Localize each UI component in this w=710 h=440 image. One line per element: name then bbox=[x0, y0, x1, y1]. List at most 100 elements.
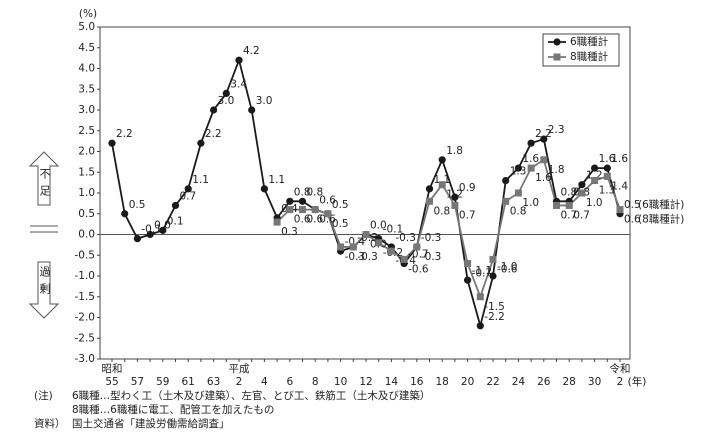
value-label: 1.2 bbox=[586, 170, 603, 182]
value-label: 1.8 bbox=[548, 164, 565, 176]
point bbox=[337, 243, 345, 251]
legend-label: 8職種計 bbox=[570, 50, 609, 63]
point bbox=[591, 177, 599, 185]
y-tick-label: -2.5 bbox=[75, 332, 96, 344]
x-tick-label: 57 bbox=[131, 376, 144, 388]
era-label: 令和 bbox=[610, 362, 631, 375]
value-label: 1.0 bbox=[522, 197, 539, 209]
point bbox=[553, 201, 560, 209]
x-tick-label: 24 bbox=[512, 376, 526, 388]
side-label: 過剰 bbox=[38, 266, 51, 300]
value-label: 1.6 bbox=[611, 153, 628, 165]
point bbox=[184, 185, 192, 193]
point bbox=[375, 239, 383, 247]
value-label: 0.6 bbox=[307, 214, 324, 226]
value-label: -1.0 bbox=[497, 261, 518, 273]
value-label: 0.8 bbox=[294, 186, 311, 198]
value-label: 1.1 bbox=[192, 174, 209, 186]
point bbox=[603, 172, 611, 180]
point bbox=[527, 164, 535, 172]
x-tick-label: 2 bbox=[236, 376, 243, 388]
value-label: 2.2 bbox=[205, 128, 222, 140]
point bbox=[425, 185, 434, 193]
x-tick-label: 10 bbox=[334, 376, 347, 388]
value-label: 1.2 bbox=[446, 189, 463, 201]
value-label: 0.0 bbox=[154, 220, 171, 232]
point bbox=[349, 243, 357, 251]
value-label: 0.8 bbox=[307, 186, 324, 198]
value-label: -0.3 bbox=[345, 251, 366, 263]
x-tick-label: 61 bbox=[182, 376, 195, 388]
point bbox=[121, 210, 129, 218]
x-tick-label: 59 bbox=[156, 376, 169, 388]
point bbox=[159, 226, 167, 234]
side-label: 不足 bbox=[38, 168, 51, 202]
point bbox=[108, 139, 116, 147]
point bbox=[248, 106, 256, 114]
value-label: 1.6 bbox=[599, 153, 616, 165]
y-tick-label: 2.0 bbox=[78, 146, 95, 158]
point bbox=[324, 210, 332, 218]
value-label: 3.4 bbox=[230, 78, 247, 90]
value-label: 1.6 bbox=[522, 153, 539, 165]
y-tick-label: 4.0 bbox=[78, 63, 95, 75]
x-tick-label: 20 bbox=[461, 376, 474, 388]
y-tick-label: 0.0 bbox=[78, 229, 95, 241]
x-tick-label: 55 bbox=[105, 376, 118, 388]
value-label: 0.8 bbox=[434, 205, 451, 217]
legend-label: 6職種計 bbox=[570, 35, 609, 48]
x-tick-label: 12 bbox=[359, 376, 372, 388]
value-label: -0.1 bbox=[383, 224, 404, 236]
value-label: 2.2 bbox=[535, 128, 552, 140]
point bbox=[514, 164, 523, 172]
value-label: -0.6 bbox=[497, 263, 518, 275]
value-label: 1.1 bbox=[434, 174, 451, 186]
y-tick-label: 4.5 bbox=[78, 42, 95, 54]
series-line bbox=[276, 158, 621, 300]
value-label: 1.8 bbox=[446, 145, 463, 157]
x-tick-label: 63 bbox=[207, 376, 220, 388]
note-text: 国土交通省「建設労働需給調査」 bbox=[72, 417, 230, 430]
point bbox=[197, 139, 205, 147]
y-tick-label: 1.0 bbox=[78, 187, 95, 199]
point bbox=[311, 206, 319, 214]
point bbox=[540, 135, 548, 143]
point bbox=[502, 176, 510, 185]
point bbox=[387, 247, 395, 255]
point bbox=[438, 181, 446, 189]
y-tick-label: 2.5 bbox=[78, 125, 95, 137]
point bbox=[273, 218, 281, 226]
point bbox=[298, 197, 307, 205]
value-label: 0.1 bbox=[167, 215, 184, 227]
x-tick-label: 14 bbox=[385, 376, 399, 388]
point bbox=[553, 38, 561, 46]
point bbox=[553, 53, 561, 61]
y-tick-label: 3.0 bbox=[78, 104, 95, 116]
y-tick-label: 3.5 bbox=[78, 83, 95, 95]
point bbox=[527, 139, 535, 147]
value-label: 2.3 bbox=[548, 124, 565, 136]
y-tick-label: 0.5 bbox=[78, 208, 95, 220]
x-tick-label: 6 bbox=[286, 376, 293, 388]
value-label: 0.7 bbox=[573, 209, 590, 221]
value-label: 1.3 bbox=[599, 185, 616, 197]
point bbox=[426, 197, 433, 205]
point bbox=[565, 201, 573, 209]
value-label: 0.6 bbox=[319, 214, 336, 226]
point bbox=[502, 197, 510, 205]
point bbox=[603, 164, 611, 172]
x-tick-label: 2 bbox=[617, 376, 624, 388]
value-label: -1.5 bbox=[484, 301, 505, 313]
value-label: 1.1 bbox=[268, 174, 285, 186]
y-tick-label: -2.0 bbox=[75, 312, 96, 324]
value-label: 0.5 bbox=[332, 199, 349, 211]
x-tick-label: 18 bbox=[436, 376, 449, 388]
value-label: 0.6 bbox=[319, 195, 336, 207]
point bbox=[438, 156, 446, 164]
value-label: 2.2 bbox=[116, 128, 133, 140]
point bbox=[235, 56, 243, 64]
point bbox=[464, 276, 472, 284]
x-tick-label: 28 bbox=[563, 376, 576, 388]
point bbox=[286, 197, 294, 205]
